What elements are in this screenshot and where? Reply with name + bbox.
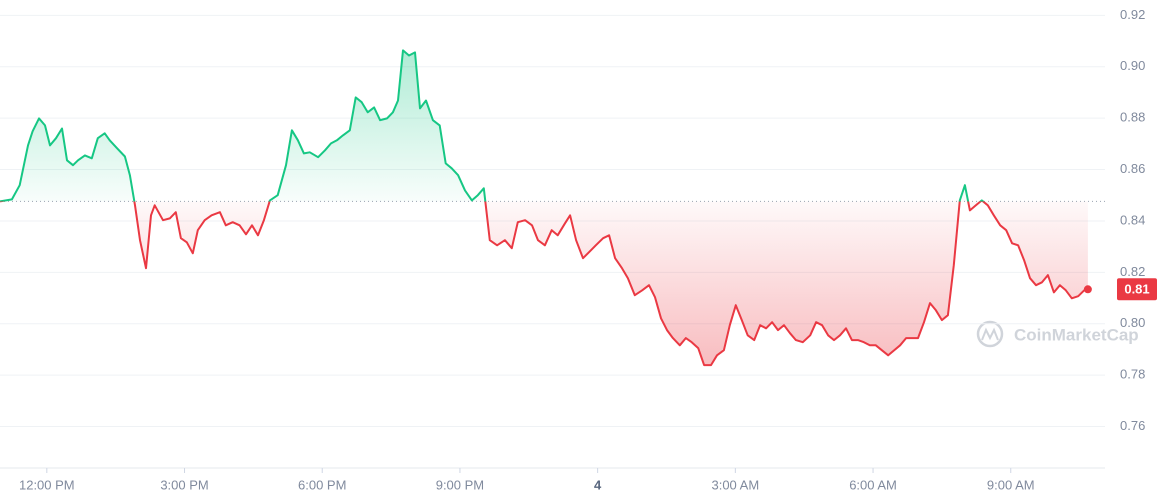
y-tick-label: 0.80	[1120, 315, 1145, 330]
x-tick-label: 4	[594, 477, 602, 492]
y-tick-label: 0.84	[1120, 212, 1145, 227]
watermark-logo	[976, 320, 1004, 348]
y-tick-label: 0.78	[1120, 367, 1145, 382]
y-tick-label: 0.86	[1120, 161, 1145, 176]
last-point	[1083, 285, 1092, 294]
x-tick-label: 9:00 PM	[436, 477, 484, 492]
y-tick-label: 0.82	[1120, 264, 1145, 279]
price-line	[0, 49, 1089, 367]
y-tick-label: 0.92	[1120, 7, 1145, 22]
x-tick-label: 3:00 AM	[711, 477, 759, 492]
y-tick-label: 0.88	[1120, 110, 1145, 125]
x-tick-label: 6:00 PM	[298, 477, 346, 492]
current-price-box	[1117, 278, 1157, 301]
x-tick-label: 6:00 AM	[849, 477, 897, 492]
watermark: CoinMarketCap	[976, 320, 1139, 348]
y-tick-label: 0.76	[1120, 418, 1145, 433]
watermark-text: CoinMarketCap	[1014, 325, 1139, 344]
current-price-label: 0.81	[1124, 282, 1149, 297]
x-tick-label: 3:00 PM	[160, 477, 208, 492]
x-tick-label: 9:00 AM	[987, 477, 1035, 492]
x-tick-label: 12:00 PM	[19, 477, 75, 492]
area-fill	[0, 50, 1088, 366]
y-tick-label: 0.90	[1120, 58, 1145, 73]
watermark-logo-mark	[981, 327, 999, 341]
